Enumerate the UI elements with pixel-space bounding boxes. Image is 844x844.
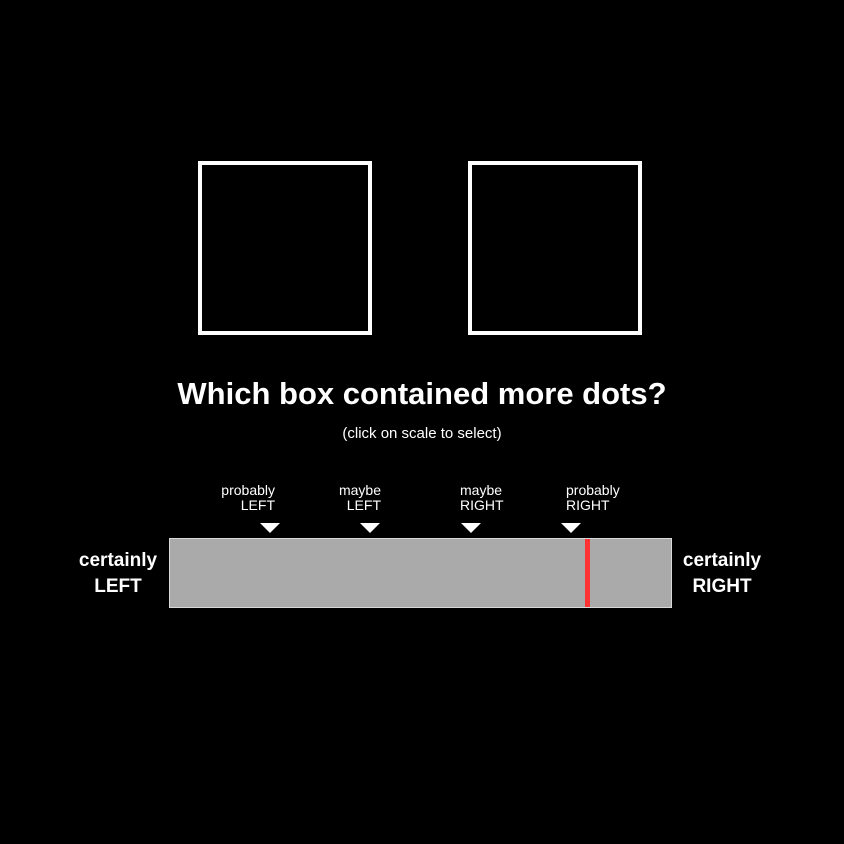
tick-label-maybe-right: maybe RIGHT xyxy=(460,483,520,513)
tick-label-line1: probably xyxy=(566,482,620,498)
tick-label-maybe-left: maybe LEFT xyxy=(330,483,381,513)
tick-label-line1: maybe xyxy=(460,482,503,498)
tick-arrow-icon xyxy=(561,523,581,533)
right-box xyxy=(468,161,642,335)
tick-label-line2: RIGHT xyxy=(566,497,610,513)
tick-label-probably-left: probably LEFT xyxy=(217,483,275,513)
question-text: Which box contained more dots? xyxy=(177,376,667,411)
end-label-line2: LEFT xyxy=(94,576,142,597)
end-label-line1: certainly xyxy=(78,550,158,571)
tick-label-line1: probably xyxy=(221,482,275,498)
end-label-certainly-left: certainly LEFT xyxy=(68,548,168,600)
left-box xyxy=(198,161,372,335)
selection-marker xyxy=(585,539,590,607)
end-label-line1: certainly xyxy=(682,550,762,571)
tick-arrow-icon xyxy=(360,523,380,533)
tick-label-probably-right: probably RIGHT xyxy=(566,483,636,513)
end-label-line2: RIGHT xyxy=(692,576,752,597)
tick-label-line1: maybe xyxy=(338,482,381,498)
tick-label-line2: LEFT xyxy=(240,497,275,513)
confidence-scale[interactable] xyxy=(169,538,672,608)
instruction-text: (click on scale to select) xyxy=(342,425,502,442)
tick-arrow-icon xyxy=(461,523,481,533)
tick-label-line2: RIGHT xyxy=(460,497,504,513)
tick-arrow-icon xyxy=(260,523,280,533)
end-label-certainly-right: certainly RIGHT xyxy=(672,548,772,600)
tick-label-line2: LEFT xyxy=(346,497,381,513)
